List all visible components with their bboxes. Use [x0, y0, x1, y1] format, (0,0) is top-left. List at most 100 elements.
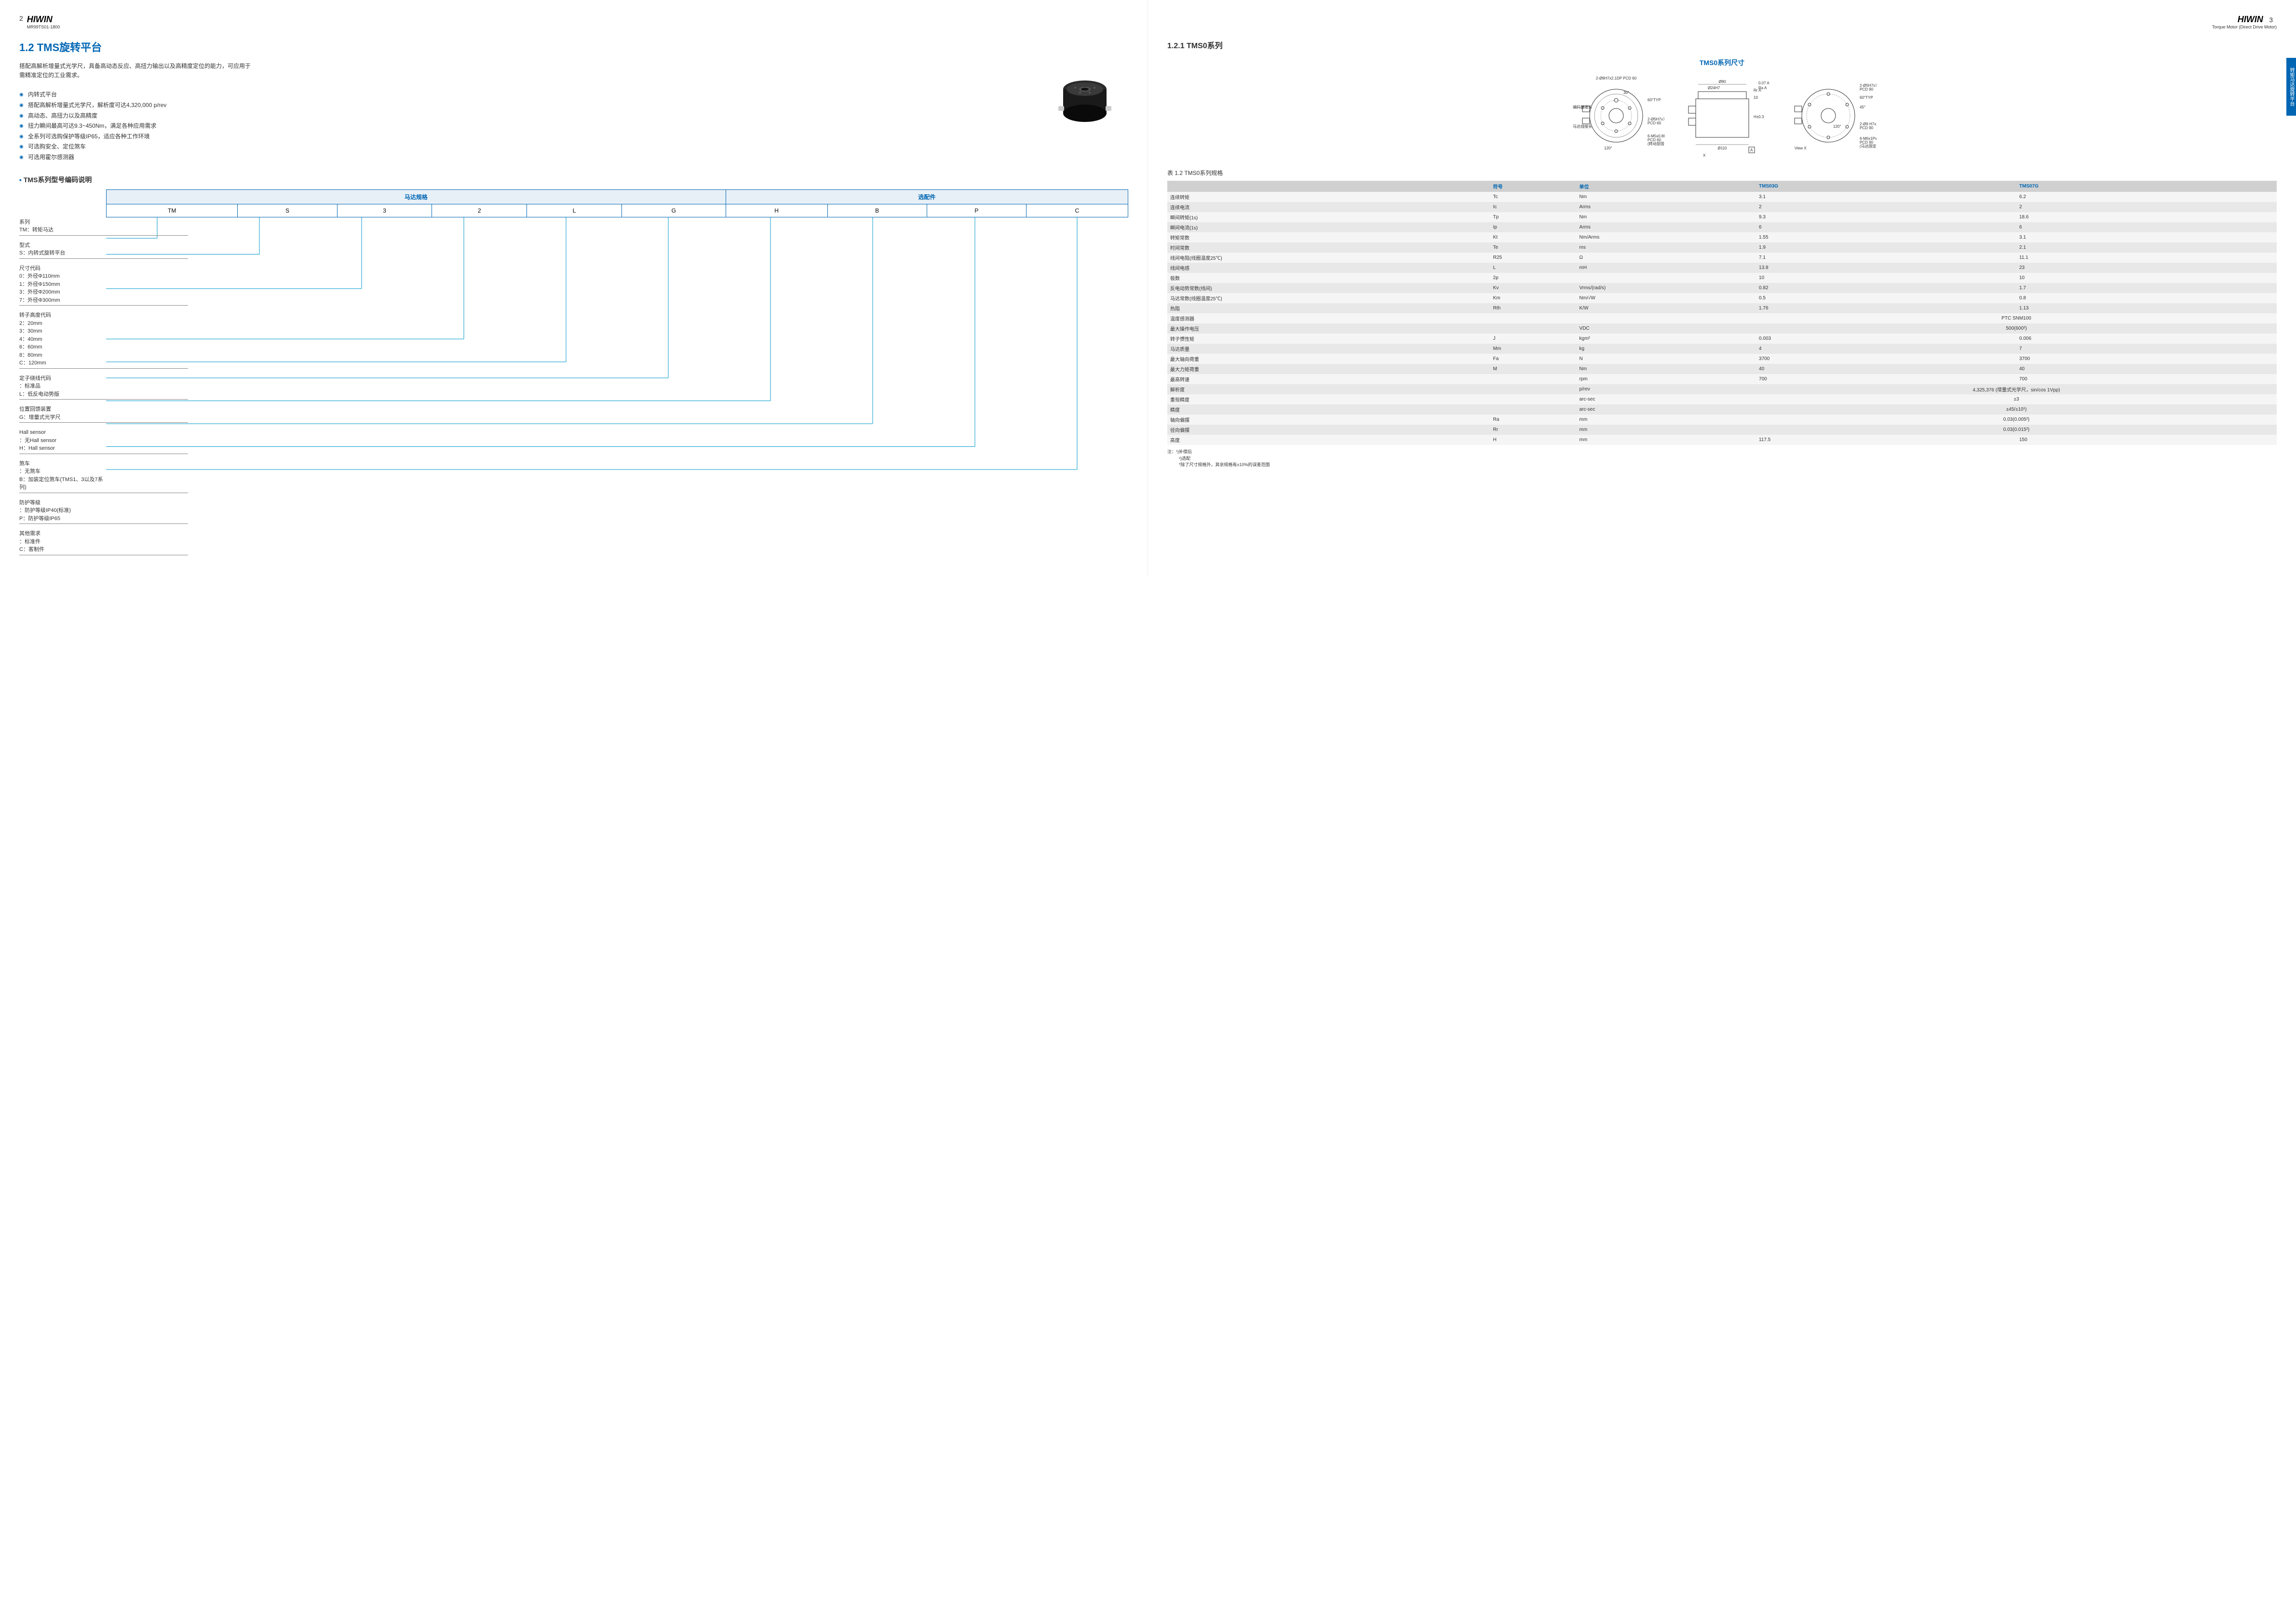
spec-row: 径向偏摆Rrmm0.03(0.015²) — [1167, 425, 2277, 435]
spec-cell: 6 — [1756, 222, 2016, 232]
spec-cell: 最大轴向荷重 — [1167, 354, 1490, 364]
spec-cell: 10 — [1756, 273, 2016, 283]
note-line: ²)选配 — [1167, 456, 2277, 462]
dim-label: X — [1703, 153, 1706, 158]
diagram-title: TMS0系列尺寸 — [1167, 58, 2277, 67]
spec-row: 连续电流IcArms22 — [1167, 202, 2277, 212]
spec-cell: Vrms/(rad/s) — [1577, 283, 1756, 293]
spec-cell: 最大操作电压 — [1167, 323, 1490, 334]
dim-label: (转动部固定孔) — [1648, 141, 1664, 146]
spec-cell: Rr — [1490, 425, 1577, 435]
spec-cell: 700 — [1756, 374, 2016, 384]
spec-cell — [1490, 323, 1577, 334]
spec-cell: mH — [1577, 263, 1756, 273]
spec-cell: Nm — [1577, 212, 1756, 222]
spec-cell: Nm — [1577, 364, 1756, 374]
spec-cell: arc-sec — [1577, 404, 1756, 415]
page-number-right: 3 — [2269, 16, 2273, 24]
spec-cell: 18.6 — [2016, 212, 2277, 222]
spec-cell: 0.03(0.015²) — [1756, 425, 2277, 435]
spec-row: 温度感测器PTC SNM100 — [1167, 313, 2277, 323]
spec-cell: 1.76 — [1756, 303, 2016, 313]
spec-cell: 700 — [2016, 374, 2277, 384]
dim-label: View X — [1795, 146, 1807, 150]
brand-name: HIWIN — [2238, 14, 2263, 24]
spec-cell: 0.5 — [1756, 293, 2016, 303]
spec-cell — [1577, 273, 1756, 283]
spec-cell: 重现精度 — [1167, 394, 1490, 404]
spec-cell: 瞬间电流(1s) — [1167, 222, 1490, 232]
spec-row: 最大轴向荷重FaN37003700 — [1167, 354, 2277, 364]
enc-group: 防护等级：防护等级IP40(标准)P：防护等级IP65 — [19, 499, 106, 524]
spec-cell: 2p — [1490, 273, 1577, 283]
spec-cell: Ra — [1490, 415, 1577, 425]
spec-cell — [1577, 313, 1756, 323]
dim-label: PCD 90 — [1860, 87, 1874, 92]
spec-cell: 0.82 — [1756, 283, 2016, 293]
brand-name: HIWIN — [27, 14, 53, 24]
spec-cell: 转子惯性矩 — [1167, 334, 1490, 344]
enc-group: 型式S：内转式旋转平台 — [19, 241, 106, 259]
spec-cell: 连续转矩 — [1167, 192, 1490, 202]
enc-cell: 3 — [337, 204, 432, 217]
left-page: 2 HIWIN MR99TS01-1800 1.2 TMS旋转平台 搭配高解析增… — [0, 0, 1148, 576]
spec-cell: 13.8 — [1756, 263, 2016, 273]
spec-cell: Ω — [1577, 253, 1756, 263]
spec-row: 最大操作电压VDC500(600²) — [1167, 323, 2277, 334]
dim-label: PCD 90 — [1860, 126, 1874, 130]
enc-header-motor: 马达规格 — [107, 189, 726, 204]
spec-cell: 极数 — [1167, 273, 1490, 283]
spec-cell: 7 — [2016, 344, 2277, 354]
header-right: HIWIN 3 Torque Motor (Direct Drive Motor… — [1167, 14, 2277, 29]
spec-header — [1167, 181, 1490, 192]
spec-cell: Ic — [1490, 202, 1577, 212]
dim-label: A — [1750, 148, 1753, 152]
spec-cell: 径向偏摆 — [1167, 425, 1490, 435]
dim-label: Ra A — [1758, 86, 1767, 90]
spec-cell: VDC — [1577, 323, 1756, 334]
enc-group: 转子高度代码2：20mm3：30mm4：40mm6：60mm8：80mmC：12… — [19, 311, 106, 369]
dim-label: 编码器接头 — [1573, 105, 1592, 109]
dim-label: 0.07 A — [1758, 81, 1769, 85]
encoding-groups: xx 系列TM：转矩马达型式S：内转式旋转平台尺寸代码0：外径Φ110mm1：外… — [19, 189, 106, 561]
spec-cell: 转矩常数 — [1167, 232, 1490, 242]
spec-cell: 马达常数(线圈温度25℃) — [1167, 293, 1490, 303]
spec-row: 瞬间电流(1s)IpArms66 — [1167, 222, 2277, 232]
dim-label: 45° — [1860, 105, 1865, 109]
spec-cell: ±45/±10¹) — [1756, 404, 2277, 415]
side-tab: 转矩马达旋转平台 — [2286, 58, 2296, 116]
spec-cell: 9.3 — [1756, 212, 2016, 222]
side-view-diagram: Ø80 Ø24H7 Rr A 0.07 A Ra A 10 H±0.3 Ø110… — [1674, 72, 1770, 159]
right-page: HIWIN 3 Torque Motor (Direct Drive Motor… — [1148, 0, 2296, 576]
spec-cell: arc-sec — [1577, 394, 1756, 404]
dim-label: 30° — [1623, 91, 1629, 95]
spec-cell: 时间常数 — [1167, 242, 1490, 253]
enc-group: 其他需求：标准件C：客制件 — [19, 530, 106, 555]
spec-cell: mm — [1577, 415, 1756, 425]
spec-cell: 2.1 — [2016, 242, 2277, 253]
spec-cell: K/W — [1577, 303, 1756, 313]
dim-label: 120° — [1833, 124, 1841, 129]
note-line: 注：¹)补偿后 — [1167, 449, 2277, 456]
spec-cell: 0.8 — [2016, 293, 2277, 303]
spec-header: 单位 — [1577, 181, 1756, 192]
spec-cell: 连续电流 — [1167, 202, 1490, 212]
spec-cell: 3700 — [2016, 354, 2277, 364]
enc-group: 煞车：无煞车B：加装定位煞车(TMS1、3以及7系列) — [19, 460, 106, 493]
dim-label: 120° — [1604, 146, 1612, 150]
spec-row: 马达质量Mmkg47 — [1167, 344, 2277, 354]
spec-row: 重现精度arc-sec±3 — [1167, 394, 2277, 404]
dim-label: 2-Ø9H7x2.1DP PCD 60 — [1595, 76, 1636, 80]
spec-cell — [1490, 404, 1577, 415]
enc-header-option: 选配件 — [726, 189, 1128, 204]
spec-row: 精度arc-sec±45/±10¹) — [1167, 404, 2277, 415]
spec-cell: 反电动势常数(线间) — [1167, 283, 1490, 293]
bottom-view-diagram: 2-Ø5H7x7DP PCD 90 60°TYP 45° 120° 2-Ø9 H… — [1780, 72, 1877, 159]
enc-cell: H — [726, 204, 827, 217]
spec-cell: 0.03(0.005²) — [1756, 415, 2277, 425]
section-title: 1.2 TMS旋转平台 — [19, 39, 1128, 54]
spec-cell: 瞬间转矩(1s) — [1167, 212, 1490, 222]
spec-cell: Km — [1490, 293, 1577, 303]
dim-label: Ø110 — [1717, 146, 1727, 150]
spec-cell: rpm — [1577, 374, 1756, 384]
